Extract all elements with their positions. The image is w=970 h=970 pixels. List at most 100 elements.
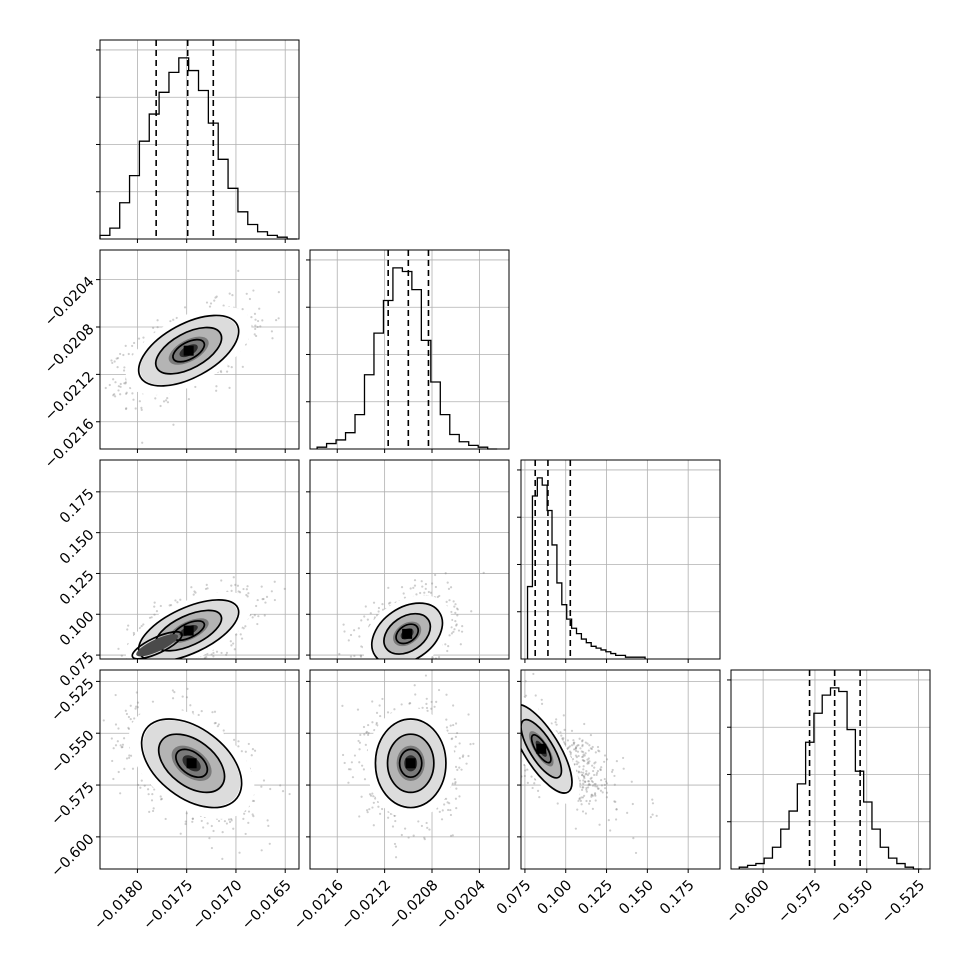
sample-point bbox=[210, 824, 213, 828]
density-level bbox=[136, 634, 179, 657]
sample-point bbox=[152, 326, 155, 330]
sample-point bbox=[426, 709, 429, 712]
sample-point bbox=[353, 687, 355, 689]
sample-point bbox=[124, 382, 127, 385]
sample-point bbox=[119, 744, 122, 747]
sample-point bbox=[399, 688, 401, 690]
histogram-panel-2 bbox=[517, 459, 721, 663]
sample-point bbox=[177, 673, 179, 675]
sample-point bbox=[174, 599, 177, 602]
sample-point bbox=[452, 600, 455, 603]
sample-point bbox=[127, 726, 130, 729]
sample-point bbox=[185, 696, 189, 699]
histogram-panel-3 bbox=[727, 669, 931, 873]
sample-point bbox=[368, 671, 370, 673]
sample-point bbox=[395, 661, 397, 663]
sample-point bbox=[150, 662, 152, 664]
sample-point bbox=[140, 779, 143, 782]
sample-point bbox=[482, 571, 485, 574]
sample-point bbox=[154, 673, 156, 675]
sample-point bbox=[203, 662, 205, 664]
sample-point bbox=[188, 678, 190, 680]
sample-point bbox=[447, 587, 451, 590]
sample-point bbox=[420, 580, 423, 583]
sample-point bbox=[449, 586, 453, 589]
sample-point bbox=[396, 671, 398, 673]
sample-point bbox=[401, 665, 403, 667]
sample-point bbox=[122, 661, 124, 663]
sample-point bbox=[238, 851, 241, 854]
sample-point bbox=[234, 583, 237, 586]
sample-point bbox=[212, 655, 215, 658]
sample-point bbox=[216, 666, 218, 668]
sample-point bbox=[408, 699, 410, 701]
histogram-step bbox=[316, 267, 498, 450]
sample-point bbox=[114, 723, 118, 726]
sample-point bbox=[354, 722, 356, 724]
sample-point bbox=[197, 713, 200, 717]
sample-point bbox=[399, 672, 401, 674]
sample-point bbox=[140, 408, 143, 411]
sample-point bbox=[149, 689, 151, 691]
sample-point bbox=[261, 319, 264, 322]
sample-point bbox=[398, 676, 400, 678]
sample-point bbox=[232, 642, 235, 645]
sample-point bbox=[140, 666, 142, 668]
sample-point bbox=[176, 662, 178, 664]
sample-point bbox=[206, 587, 209, 590]
sample-point bbox=[172, 423, 175, 426]
sample-point bbox=[377, 610, 380, 613]
sample-point bbox=[169, 662, 171, 664]
sample-point bbox=[121, 743, 125, 746]
histogram-step bbox=[99, 57, 298, 240]
sample-point bbox=[231, 662, 233, 664]
sample-point bbox=[421, 585, 424, 588]
sample-point bbox=[390, 683, 392, 685]
sample-point bbox=[155, 664, 157, 666]
sample-point bbox=[394, 695, 396, 697]
sample-point bbox=[378, 693, 380, 695]
sample-point bbox=[124, 709, 127, 712]
sample-point bbox=[139, 786, 142, 789]
sample-point bbox=[132, 631, 135, 635]
sample-point bbox=[251, 748, 255, 751]
sample-point bbox=[437, 688, 441, 692]
sample-point bbox=[122, 353, 125, 357]
sample-point bbox=[434, 573, 437, 577]
sample-point bbox=[262, 597, 265, 601]
sample-point bbox=[220, 579, 223, 582]
sample-point bbox=[455, 623, 458, 626]
sample-point bbox=[430, 582, 434, 585]
sample-point bbox=[246, 585, 249, 588]
sample-point bbox=[260, 585, 263, 588]
sample-point bbox=[256, 319, 260, 323]
sample-point bbox=[154, 660, 156, 662]
sample-point bbox=[382, 608, 385, 611]
sample-point bbox=[179, 598, 182, 601]
sample-point bbox=[374, 664, 376, 666]
contour-line bbox=[140, 718, 243, 809]
sample-point bbox=[229, 640, 232, 643]
sample-point bbox=[140, 693, 142, 695]
sample-point bbox=[452, 630, 455, 633]
sample-point bbox=[112, 777, 115, 781]
sample-point bbox=[129, 692, 131, 694]
sample-point bbox=[123, 767, 126, 770]
sample-point bbox=[125, 407, 128, 410]
sample-point bbox=[110, 737, 113, 740]
sample-point bbox=[112, 747, 115, 750]
sample-point bbox=[237, 740, 240, 743]
sample-point bbox=[364, 703, 366, 705]
sample-point bbox=[253, 749, 257, 752]
sample-point bbox=[113, 360, 116, 363]
sample-point bbox=[128, 664, 130, 666]
panel-frame bbox=[99, 459, 300, 660]
sample-point bbox=[431, 656, 434, 659]
sample-point bbox=[401, 662, 403, 664]
sample-point bbox=[151, 700, 155, 703]
sample-point bbox=[205, 656, 208, 659]
sample-point bbox=[419, 672, 421, 674]
sample-point bbox=[448, 599, 451, 602]
sample-point bbox=[194, 591, 197, 594]
sample-point bbox=[268, 842, 271, 845]
